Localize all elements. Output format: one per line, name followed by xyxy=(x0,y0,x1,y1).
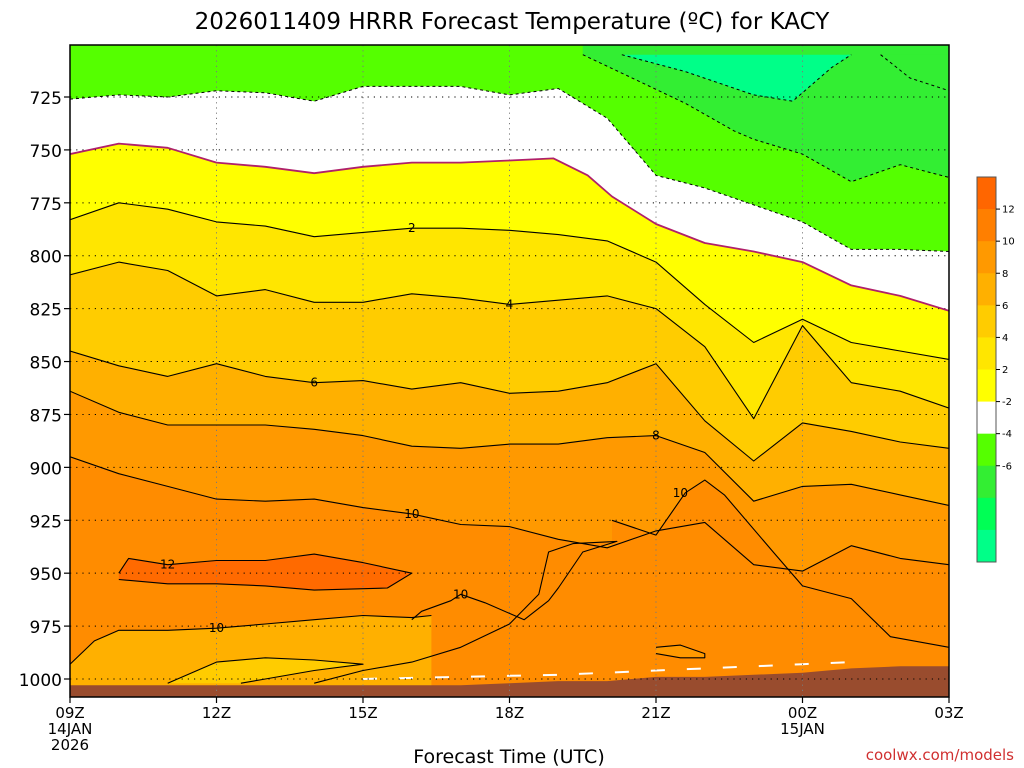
x-tick-label: 09Z xyxy=(55,704,84,722)
contour-line-10 xyxy=(70,456,949,572)
contour-line-10 xyxy=(655,644,706,659)
band-cool-lower-left xyxy=(70,615,432,688)
contour-label-10: 10 xyxy=(673,486,688,500)
contour-labels: 2 4 6 8 10 10 10 10 12 xyxy=(160,221,688,635)
y-tick-label: 975 xyxy=(30,618,62,638)
colorbar-swatch xyxy=(977,337,996,370)
contour-label-10: 10 xyxy=(453,587,468,601)
y-tick-label: 800 xyxy=(30,248,62,268)
colorbar-label: 10 xyxy=(1002,237,1015,248)
contour-label-8: 8 xyxy=(652,429,660,443)
colorbar-swatch xyxy=(977,305,996,338)
x-tick-label: 03Z xyxy=(934,704,963,722)
contour-line-10 xyxy=(314,540,618,684)
y-tick-label: 825 xyxy=(30,301,62,321)
credit-text: coolwx.com/models xyxy=(866,746,1014,764)
contour-line-10 xyxy=(611,479,949,648)
colorbar: 12 10 8 6 4 2 -2 -4 -6 xyxy=(976,176,1015,563)
y-tick-label: 950 xyxy=(30,565,62,585)
contour-line--6 xyxy=(880,54,949,92)
colorbar-swatch xyxy=(977,209,996,242)
colorbar-label: 8 xyxy=(1002,269,1008,280)
colorbar-label: 12 xyxy=(1002,205,1015,216)
temperature-color-bands xyxy=(70,45,949,697)
x-tick-label: 00Z xyxy=(788,704,817,722)
x-axis-label: Forecast Time (UTC) xyxy=(413,746,604,768)
x-tick-label: 14JAN xyxy=(48,720,93,738)
colorbar-swatch xyxy=(977,177,996,210)
colorbar-swatch xyxy=(977,529,996,563)
contour-line--6 xyxy=(621,54,852,102)
chart-title: 2026011409 HRRR Forecast Temperature (ºC… xyxy=(195,9,831,35)
colorbar-label: -6 xyxy=(1002,461,1012,472)
colorbar-label: -2 xyxy=(1002,397,1012,408)
contour-line-10 xyxy=(70,614,432,665)
dotted-grid xyxy=(70,45,949,697)
contour-label-12: 12 xyxy=(160,558,175,572)
isotherm-contours xyxy=(70,54,949,684)
band-warm-pocket-right xyxy=(612,480,949,677)
contour-line-4 xyxy=(70,261,949,420)
colorbar-label: 6 xyxy=(1002,301,1008,312)
x-tick-label: 2026 xyxy=(51,736,89,754)
colorbar-swatch xyxy=(977,401,996,435)
contour-label-6: 6 xyxy=(310,376,318,390)
contour-label-4: 4 xyxy=(506,297,514,311)
x-tick-label: 15JAN xyxy=(780,720,825,738)
band-minus4-minus6 xyxy=(582,45,949,182)
contour-line-2 xyxy=(70,202,949,360)
colorbar-swatch xyxy=(977,497,996,531)
colorbar-swatch xyxy=(977,273,996,306)
band-cold-cap-right xyxy=(880,54,949,91)
y-tick-label: 875 xyxy=(30,406,62,426)
x-tick-label: 21Z xyxy=(641,704,670,722)
band-small-blob xyxy=(656,645,705,658)
y-tick-label: 925 xyxy=(30,512,62,532)
surface-fill xyxy=(70,666,949,697)
y-tick-label: 850 xyxy=(30,354,62,374)
contour-line--4 xyxy=(582,54,949,183)
y-tick-label: 775 xyxy=(30,195,62,215)
contour-line-12 xyxy=(118,553,413,591)
contour-label-2: 2 xyxy=(408,221,416,235)
contour-label-10: 10 xyxy=(209,621,224,635)
y-axis: 725 750 775 800 825 850 875 900 925 950 975 1000 xyxy=(19,89,70,691)
colorbar-label: 2 xyxy=(1002,365,1008,376)
colorbar-label: 4 xyxy=(1002,333,1008,344)
colorbar-swatch xyxy=(977,465,996,499)
x-tick-label: 15Z xyxy=(348,704,377,722)
contour-line-6 xyxy=(70,350,949,462)
contour-line-8 xyxy=(70,390,949,507)
colorbar-swatch xyxy=(977,433,996,467)
x-tick-label: 18Z xyxy=(495,704,524,722)
contour-line-8 xyxy=(167,657,364,684)
colorbar-swatch xyxy=(977,369,996,403)
contour-label-10: 10 xyxy=(404,507,419,521)
band-coldest-cap xyxy=(621,54,852,102)
colorbar-label: -4 xyxy=(1002,429,1012,440)
y-tick-label: 1000 xyxy=(19,671,62,691)
y-tick-label: 900 xyxy=(30,459,62,479)
contour-line-0 xyxy=(70,142,949,312)
surface-trace xyxy=(362,661,852,680)
y-tick-label: 725 xyxy=(30,89,62,109)
x-tick-label: 12Z xyxy=(202,704,231,722)
colorbar-swatch xyxy=(977,241,996,274)
ground-surface xyxy=(70,661,949,697)
y-tick-label: 750 xyxy=(30,142,62,162)
